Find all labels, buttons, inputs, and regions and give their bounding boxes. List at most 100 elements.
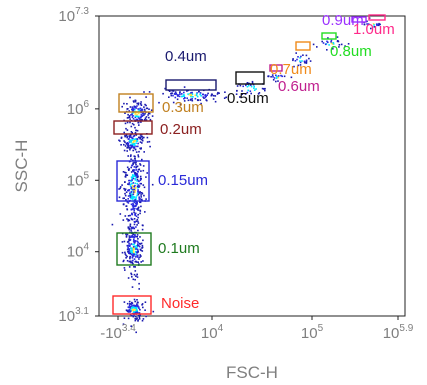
scatter-point [133,253,136,255]
scatter-point [119,187,121,190]
scatter-point [137,108,139,110]
scatter-point [127,215,130,217]
scatter-point [128,244,131,246]
scatter-point [139,175,142,178]
scatter-point [191,95,193,98]
scatter-point [126,136,128,139]
scatter-point [127,202,130,204]
scatter-point [164,87,166,90]
scatter-point [128,136,131,139]
scatter-point [124,251,126,254]
scatter-point [139,191,141,193]
scatter-point [137,213,139,216]
scatter-point [183,97,185,100]
scatter-point [134,307,136,309]
scatter-point [127,142,130,145]
scatter-point [127,195,130,197]
scatter-point [136,173,138,175]
scatter-point [272,79,275,81]
scatter-point [132,246,135,248]
scatter-point [195,94,198,97]
y-axis-ticks: 103.1 104 105 106 107.3 [58,6,99,325]
scatter-point [129,148,131,151]
scatter-point [132,144,135,146]
scatter-point [241,90,243,92]
scatter-point [134,234,136,236]
scatter-point [138,318,141,320]
scatter-point [136,113,138,116]
scatter-point [130,196,133,198]
scatter-point [131,257,134,259]
scatter-point [136,129,139,132]
scatter-point [130,187,132,190]
scatter-point [132,255,134,257]
scatter-point [132,315,135,318]
scatter-point [124,189,126,192]
scatter-point [132,243,135,246]
scatter-point [140,194,142,196]
scatter-point [124,145,127,147]
scatter-point [125,172,127,174]
scatter-point [327,37,329,39]
gate-box [351,16,367,23]
scatter-point [223,97,226,99]
scatter-point [198,90,200,93]
scatter-point [316,46,318,48]
scatter-point [129,192,131,194]
scatter-point [130,307,133,309]
scatter-point [130,154,132,156]
scatter-point [132,100,135,102]
scatter-point [174,91,177,93]
scatter-point [212,94,215,97]
scatter-point [262,88,265,90]
scatter-point [176,95,179,97]
scatter-point [128,145,130,147]
scatter-point [126,166,129,169]
scatter-point [136,251,138,253]
scatter-point [130,136,133,138]
scatter-point [212,98,215,100]
scatter-point [275,77,278,79]
scatter-point [132,309,135,311]
scatter-point [126,218,128,220]
scatter-point [130,325,132,327]
scatter-point [336,36,339,38]
scatter-point [123,301,126,303]
scatter-point [132,163,134,165]
scatter-point [134,189,137,192]
scatter-point [119,140,121,142]
scatter-point [125,233,127,235]
scatter-point [196,92,198,94]
scatter-point [118,139,120,142]
scatter-point [191,91,193,94]
scatter-point [125,309,128,311]
scatter-point [138,258,140,260]
scatter-point [281,75,283,78]
scatter-point [130,217,133,220]
scatter-point [122,323,125,325]
scatter-point [137,176,139,178]
scatter-point [189,92,191,95]
scatter-point [129,214,131,217]
scatter-point [129,260,132,263]
scatter-point [336,40,339,43]
scatter-point [135,173,137,175]
scatter-point [135,176,137,179]
scatter-point [162,92,164,95]
scatter-point [144,113,146,115]
scatter-point [140,118,142,121]
scatter-point [139,314,141,316]
scatter-point [218,92,220,94]
scatter-point [379,23,381,26]
scatter-point [141,158,143,161]
scatter-point [139,147,141,150]
scatter-point [202,96,204,98]
scatter-point [146,136,149,139]
scatter-point [132,177,135,180]
scatter-point [179,91,181,93]
scatter-point [141,142,143,144]
scatter-point [136,115,139,118]
scatter-point [123,317,126,319]
scatter-point [340,43,343,46]
scatter-point [194,94,197,97]
